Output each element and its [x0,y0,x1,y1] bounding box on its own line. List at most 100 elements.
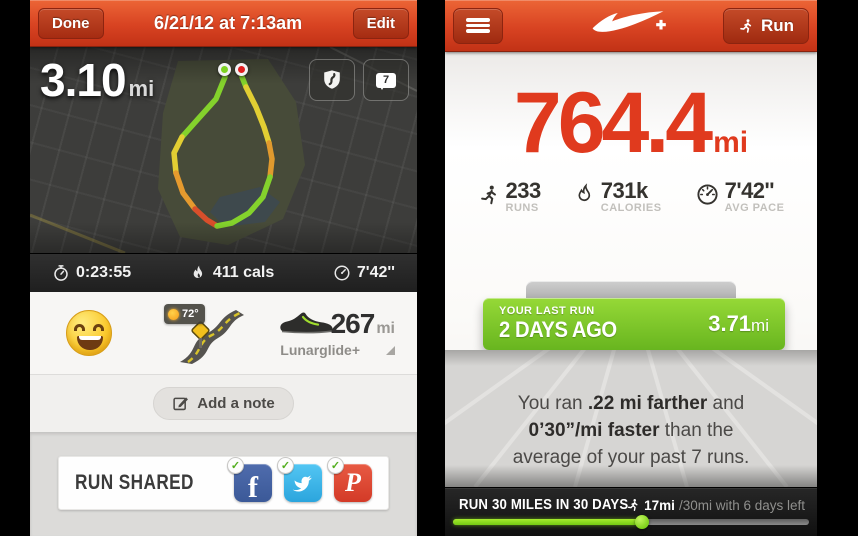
last-run-shelf [526,281,736,303]
runner-icon [628,499,638,511]
swoosh-icon [592,10,666,32]
runner-icon [480,185,496,205]
run-detail-navbar: Done 6/21/12 at 7:13am Edit [30,0,417,47]
shoe-icon [279,312,333,334]
share-icons: f ✓ ✓ P ✓ [227,457,372,504]
calories-value: 731k [600,178,648,203]
total-distance-value: 764.4 [513,75,713,171]
shoe-name: Lunarglide+ [280,342,360,358]
done-button[interactable]: Done [38,7,104,39]
last-run-banner[interactable]: YOUR LAST RUN 2 DAYS AGO 3.71 mi [483,298,785,350]
mood-emoji[interactable] [66,310,112,356]
note-pencil-icon [173,397,189,411]
share-section: RUN SHARED f ✓ ✓ P ✓ [30,432,417,536]
duration-value: 0:23:55 [76,264,132,281]
stat-avg-pace: 7'42'' AVG PACE [696,180,785,214]
road-sign-icon [191,321,210,340]
share-card: RUN SHARED f ✓ ✓ P ✓ [58,456,389,510]
last-run-label: YOUR LAST RUN [499,305,595,317]
run-stats-bar: 0:23:55 411 cals 7'42'' [30,253,417,292]
last-run-unit: mi [751,316,769,335]
avg-pace-label: AVG PACE [724,202,785,214]
notes-count: 7 [382,74,390,86]
avg-pace-value: 7'42'' [724,178,775,203]
temperature-badge: 72° [164,304,205,324]
flame-icon [578,183,590,202]
route-end-dot [235,63,248,76]
comparison-segment: than the [659,420,734,441]
progress-dot [634,515,649,529]
run-button[interactable]: Run [722,7,809,44]
banner-shadow [445,350,817,366]
lifetime-stats-row: 233 RUNS 731k CALORIES [445,180,817,214]
checkmark-icon: ✓ [227,457,244,474]
comparison-bold: 0’30”/mi faster [528,420,660,441]
add-note-label: Add a note [197,395,275,412]
road-icon [180,310,244,364]
goal-progress-value: 17mi [644,497,675,513]
run-route-path [171,74,275,229]
stat-runs: 233 RUNS [478,180,541,214]
distance-value: 3.10 [40,54,127,106]
progress-fill [453,515,649,529]
gauge-icon [334,265,350,281]
checkmark-icon: ✓ [327,457,344,474]
summary-main: 764.4 mi 233 RUNS [445,52,817,487]
summary-screen: Run 764.4 mi 233 RUNS [445,0,817,536]
map-buttons: 7 [309,59,409,101]
gauge-icon [697,184,718,205]
goal-progress-info: 17mi /30mi with 6 days left [626,497,805,513]
shoe-mileage-value: 267 [330,308,376,339]
distance-readout: 3.10 mi [40,53,154,107]
twitter-icon[interactable]: ✓ [277,457,322,502]
total-distance-unit: mi [713,126,749,159]
route-start-dot [218,63,231,76]
goal-progress-detail: /30mi with 6 days left [678,497,805,513]
bird-icon [292,475,312,492]
shoe-dropdown-icon [386,345,395,355]
total-distance: 764.4 mi [445,74,817,173]
menu-button[interactable] [453,7,503,44]
pace-overlay-button[interactable] [309,59,355,101]
comparison-text: You ran .22 mi farther and 0’30”/mi fast… [445,390,817,471]
notes-count-button[interactable]: 7 [363,59,409,101]
facebook-icon[interactable]: f ✓ [227,457,272,504]
share-title: RUN SHARED [75,471,194,494]
stopwatch-icon [54,265,68,281]
goal-bar[interactable]: RUN 30 MILES IN 30 DAYS 17mi /30mi with … [445,487,817,536]
runs-value: 233 [505,178,542,203]
map-road [30,213,126,253]
weather-terrain-icon[interactable]: 72° [164,302,246,364]
distance-unit: mi [128,76,155,101]
shoe-selector[interactable]: 267 mi Lunarglide+ [277,308,395,358]
comparison-segment: average of your past 7 runs. [512,447,750,468]
plus-mark [656,19,666,29]
calories-value: 411 cals [212,264,275,281]
pace-value: 7'42'' [356,264,395,281]
shoe-mileage-unit: mi [376,320,395,337]
speech-bubble-icon: 7 [376,72,396,90]
calories-stat: 411 cals [190,264,274,282]
edit-button[interactable]: Edit [352,7,409,39]
duration-stat: 0:23:55 [52,264,131,282]
last-run-when: 2 DAYS AGO [499,317,617,342]
path-icon[interactable]: P ✓ [327,457,372,502]
comparison-bold: .22 mi farther [587,393,708,414]
road-bottom-shadow [445,465,817,487]
sun-icon [168,308,179,320]
note-section: Add a note [30,375,417,432]
add-note-button[interactable]: Add a note [153,387,294,420]
run-date-title: 6/21/12 at 7:13am [154,12,303,33]
checkmark-icon: ✓ [277,457,294,474]
route-map[interactable]: 3.10 mi 7 [30,47,417,253]
run-detail-screen: Done 6/21/12 at 7:13am Edit [30,0,417,536]
flame-icon [193,265,202,278]
emoji-mouth [77,336,103,350]
comparison-segment: and [707,393,745,414]
run-details-row: 72° 267 mi Lunarglide+ [30,292,417,375]
temperature-value: 72° [182,308,199,320]
stat-calories: 731k CALORIES [575,180,662,214]
nike-plus-logo [589,8,673,43]
summary-navbar: Run [445,0,817,52]
